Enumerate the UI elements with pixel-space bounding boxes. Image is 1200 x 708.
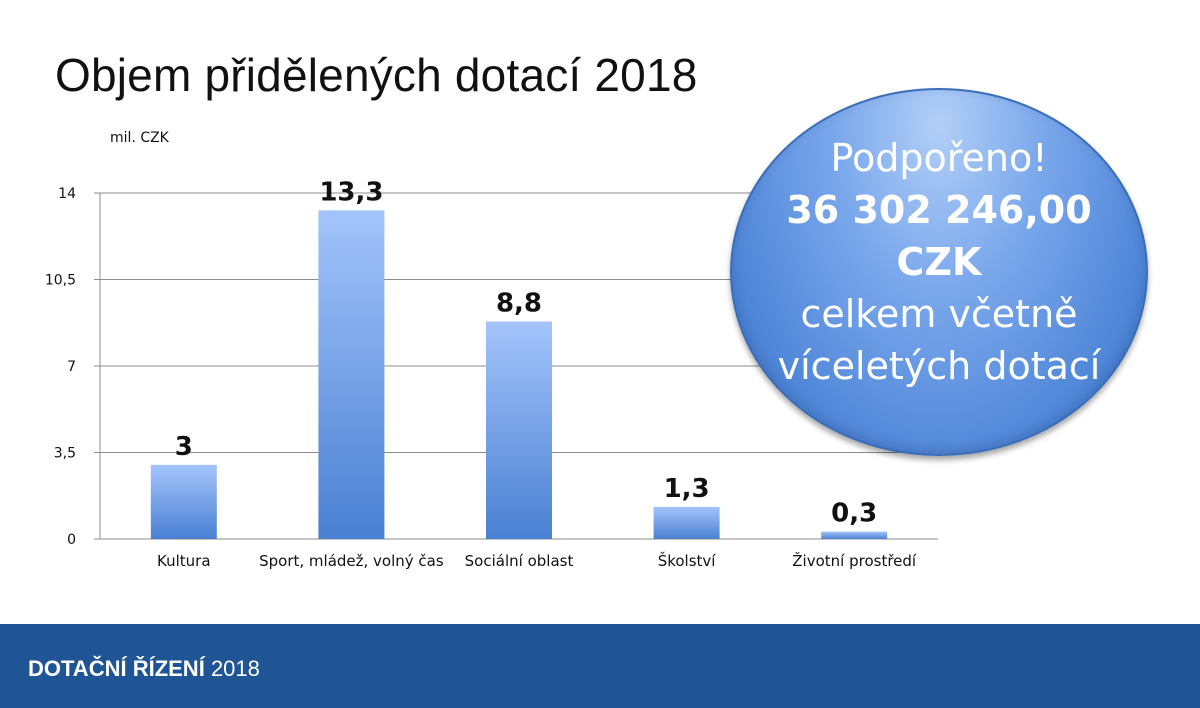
y-axis-label: mil. CZK bbox=[110, 130, 170, 146]
y-tick-label: 7 bbox=[67, 359, 76, 375]
footer-bar: DOTAČNÍ ŘÍZENÍ 2018 bbox=[0, 624, 1200, 708]
bar bbox=[318, 210, 385, 540]
bar bbox=[150, 464, 217, 539]
y-tick-label: 10,5 bbox=[45, 273, 76, 289]
callout-note-1: celkem včetně bbox=[800, 292, 1078, 336]
callout-note-2: víceletých dotací bbox=[777, 344, 1101, 388]
footer-year: 2018 bbox=[210, 656, 260, 681]
callout-currency: CZK bbox=[896, 240, 982, 284]
bar bbox=[486, 321, 552, 539]
x-tick-label: Školství bbox=[658, 551, 717, 570]
callout-headline: Podpořeno! bbox=[830, 136, 1048, 180]
bar-chart: 0 3,5 7 10,5 14 3 Kultura 13,3 Sport, mládež, vo… bbox=[45, 130, 938, 570]
footer-title: DOTAČNÍ ŘÍZENÍ bbox=[28, 656, 205, 681]
y-tick-label: 3,5 bbox=[54, 446, 76, 462]
callout-amount: 36 302 246,00 bbox=[786, 188, 1092, 232]
y-tick-label: 14 bbox=[58, 186, 76, 202]
y-tick-label: 0 bbox=[67, 532, 76, 548]
bar bbox=[821, 531, 888, 539]
footer-label: DOTAČNÍ ŘÍZENÍ 2018 bbox=[28, 656, 260, 682]
x-tick-label: Kultura bbox=[157, 552, 211, 570]
page-title: Objem přidělených dotací 2018 bbox=[55, 49, 698, 101]
data-label: 1,3 bbox=[664, 474, 710, 504]
data-label: 3 bbox=[175, 432, 193, 462]
data-label: 13,3 bbox=[319, 177, 383, 207]
x-tick-label: Sport, mládež, volný čas bbox=[259, 552, 444, 570]
summary-callout: Podpořeno! 36 302 246,00 CZK celkem včet… bbox=[730, 88, 1148, 456]
x-tick-label: Životní prostředí bbox=[792, 551, 917, 570]
data-label: 8,8 bbox=[496, 289, 542, 319]
x-tick-label: Sociální oblast bbox=[465, 552, 574, 570]
bar bbox=[653, 506, 720, 539]
data-label: 0,3 bbox=[831, 499, 877, 529]
